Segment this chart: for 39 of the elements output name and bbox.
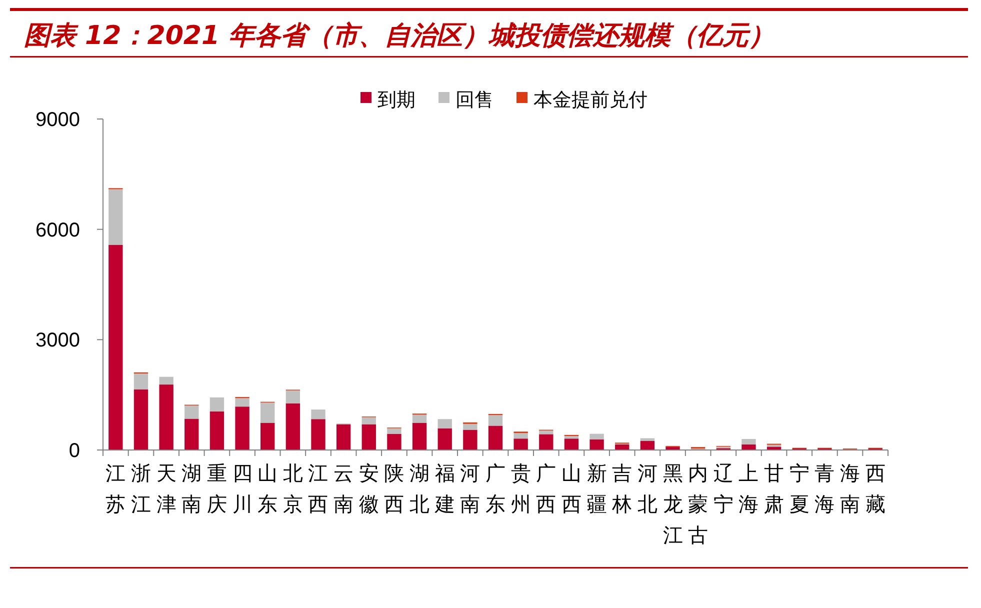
x-tick-label: 四川 [232,463,252,516]
legend-label: 到期 [378,90,416,111]
x-tick-label: 甘肃 [764,463,784,516]
legend-label: 本金提前兑付 [534,90,648,111]
x-tick-label: 江西 [308,463,328,516]
x-tick-label: 浙江 [130,463,151,516]
y-tick-label: 0 [68,440,80,462]
x-tick-label: 上海 [738,463,759,516]
x-tick-label: 海南 [840,463,860,516]
x-tick-label: 江苏 [106,463,126,516]
x-tick-label: 重庆 [206,463,227,516]
x-tick-label: 陕西 [384,463,404,516]
x-tick-label: 安徽 [358,463,379,516]
x-tick-label: 新疆 [586,463,607,516]
x-tick-label: 黑龙江 [662,463,683,547]
x-tick-label: 河南 [460,463,480,516]
chart-title: 图表 12：2021 年各省（市、自治区）城投债偿还规模（亿元） [24,21,775,51]
x-tick-label: 湖北 [410,463,430,516]
x-tick-label: 天津 [156,463,176,516]
y-tick-label: 3000 [36,330,80,352]
x-tick-label: 广西 [536,463,556,516]
x-tick-label: 福建 [434,463,455,516]
x-tick-label: 西藏 [865,463,886,516]
x-tick-label: 山东 [258,463,278,516]
legend-label: 回售 [456,90,494,111]
x-tick-label: 贵州 [510,463,531,516]
x-tick-label: 河北 [637,463,658,516]
x-tick-label: 山西 [561,463,582,516]
x-tick-label: 内蒙古 [688,463,708,547]
y-tick-label: 6000 [36,219,80,242]
x-tick-label: 青海 [814,463,835,516]
x-tick-label: 北京 [282,463,303,516]
x-tick-label: 吉林 [611,463,632,516]
x-tick-label: 云南 [334,463,354,516]
y-tick-label: 9000 [36,109,80,131]
x-tick-label: 宁夏 [789,463,810,516]
x-tick-label: 湖南 [182,463,202,516]
x-tick-label: 辽宁 [713,463,734,516]
x-tick-label: 广东 [486,463,506,516]
